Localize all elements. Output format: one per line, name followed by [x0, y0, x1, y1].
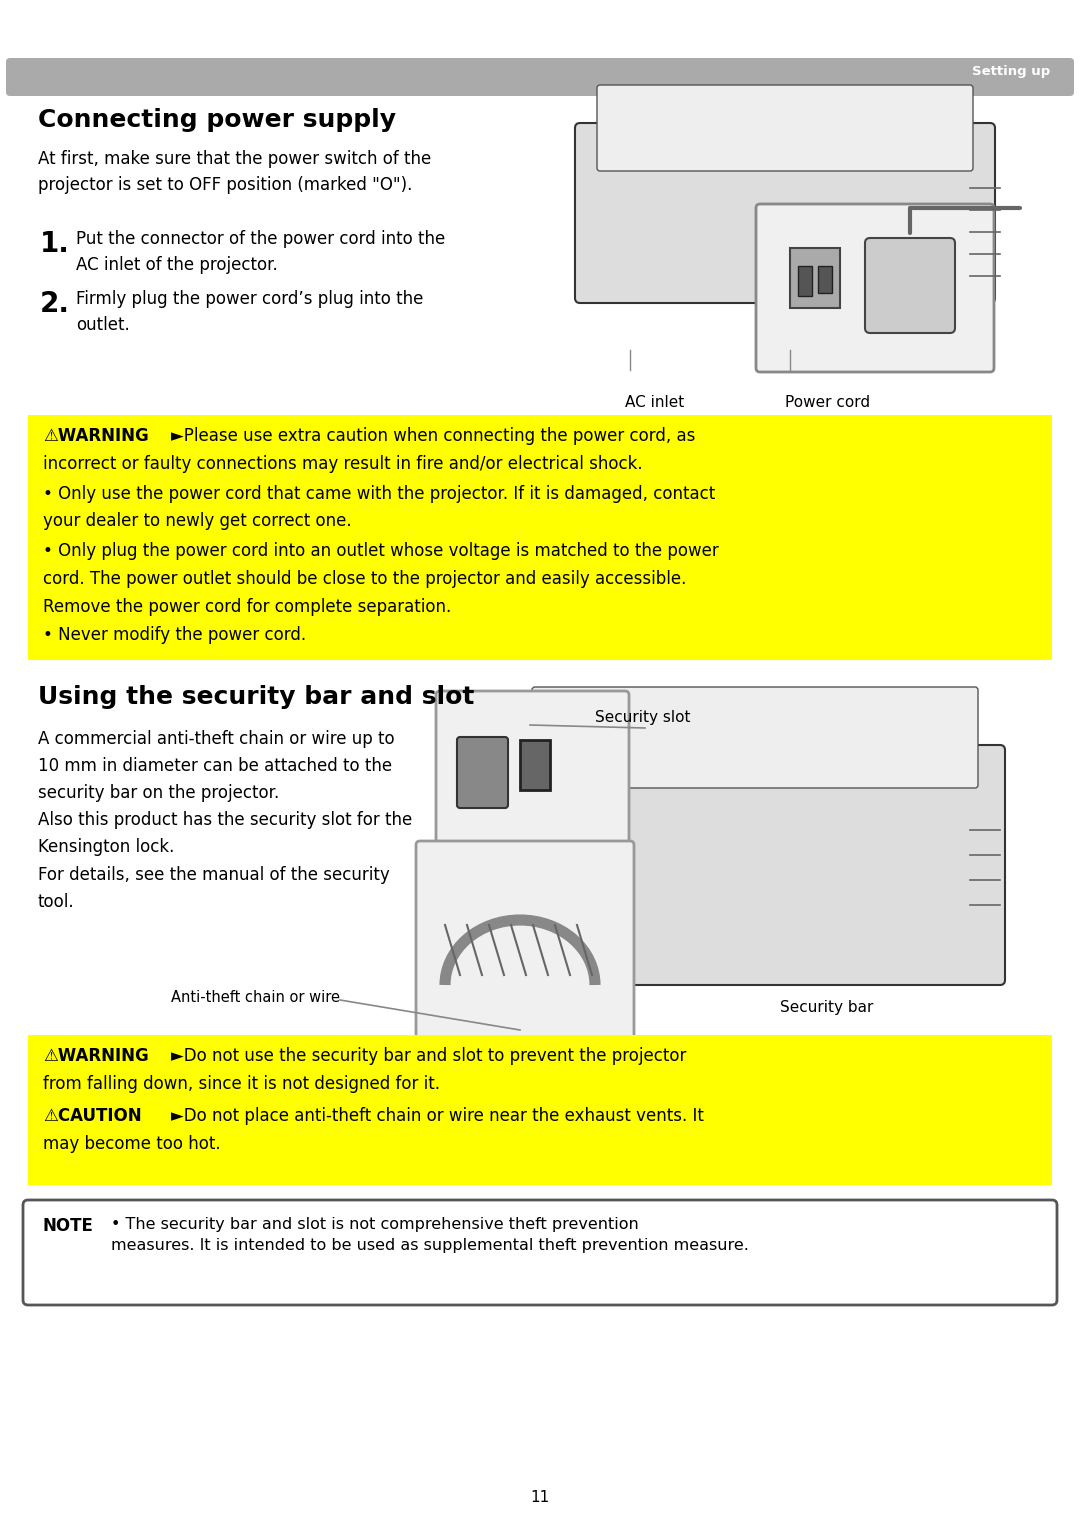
Text: 11: 11 [530, 1491, 550, 1504]
Text: Using the security bar and slot: Using the security bar and slot [38, 685, 474, 709]
Text: A commercial anti-theft chain or wire up to
10 mm in diameter can be attached to: A commercial anti-theft chain or wire up… [38, 731, 413, 910]
Text: 1.: 1. [40, 230, 70, 257]
Text: At first, make sure that the power switch of the
projector is set to OFF positio: At first, make sure that the power switc… [38, 150, 431, 195]
Bar [28, 415, 1052, 660]
FancyBboxPatch shape [597, 84, 973, 172]
Text: ⚠CAUTION: ⚠CAUTION [43, 1108, 141, 1124]
FancyBboxPatch shape [23, 1200, 1057, 1305]
Bar [798, 267, 812, 296]
Text: Remove the power cord for complete separation.: Remove the power cord for complete separ… [43, 597, 451, 616]
Text: Connecting power supply: Connecting power supply [38, 107, 396, 132]
Bar [519, 740, 550, 791]
Text: Firmly plug the power cord’s plug into the
outlet.: Firmly plug the power cord’s plug into t… [76, 290, 423, 334]
Text: ►Do not use the security bar and slot to prevent the projector: ►Do not use the security bar and slot to… [171, 1046, 687, 1065]
FancyBboxPatch shape [865, 237, 955, 332]
Bar [28, 1036, 1052, 1184]
Text: • Only use the power cord that came with the projector. If it is damaged, contac: • Only use the power cord that came with… [43, 486, 715, 502]
Bar [789, 248, 840, 308]
Text: may become too hot.: may become too hot. [43, 1135, 220, 1154]
Bar [818, 267, 832, 293]
Text: • The security bar and slot is not comprehensive theft prevention
measures. It i: • The security bar and slot is not compr… [111, 1216, 748, 1253]
Text: • Never modify the power cord.: • Never modify the power cord. [43, 627, 306, 643]
FancyBboxPatch shape [416, 841, 634, 1039]
Text: Put the connector of the power cord into the
AC inlet of the projector.: Put the connector of the power cord into… [76, 230, 445, 274]
FancyBboxPatch shape [436, 691, 629, 869]
FancyBboxPatch shape [575, 123, 995, 303]
Text: ⚠WARNING: ⚠WARNING [43, 1046, 149, 1065]
Text: ►Do not place anti-theft chain or wire near the exhaust vents. It: ►Do not place anti-theft chain or wire n… [171, 1108, 704, 1124]
FancyBboxPatch shape [457, 737, 508, 807]
FancyBboxPatch shape [515, 745, 1005, 985]
Text: 2.: 2. [40, 290, 70, 319]
Text: • Only plug the power cord into an outlet whose voltage is matched to the power: • Only plug the power cord into an outle… [43, 542, 719, 561]
Text: cord. The power outlet should be close to the projector and easily accessible.: cord. The power outlet should be close t… [43, 570, 687, 588]
Text: Security bar: Security bar [780, 1000, 874, 1016]
FancyBboxPatch shape [532, 686, 978, 787]
Text: Power cord: Power cord [785, 395, 870, 411]
Text: Setting up: Setting up [972, 64, 1050, 78]
Text: NOTE: NOTE [43, 1216, 94, 1235]
Text: Security slot: Security slot [595, 709, 690, 725]
Text: your dealer to newly get correct one.: your dealer to newly get correct one. [43, 512, 352, 530]
Text: AC inlet: AC inlet [625, 395, 685, 411]
Text: Anti-theft chain or wire: Anti-theft chain or wire [171, 990, 340, 1005]
Text: ►Please use extra caution when connecting the power cord, as: ►Please use extra caution when connectin… [171, 427, 696, 444]
FancyBboxPatch shape [6, 58, 1074, 97]
Text: ⚠WARNING: ⚠WARNING [43, 427, 149, 444]
FancyBboxPatch shape [756, 204, 994, 372]
Text: incorrect or faulty connections may result in fire and/or electrical shock.: incorrect or faulty connections may resu… [43, 455, 643, 473]
Text: from falling down, since it is not designed for it.: from falling down, since it is not desig… [43, 1075, 440, 1092]
